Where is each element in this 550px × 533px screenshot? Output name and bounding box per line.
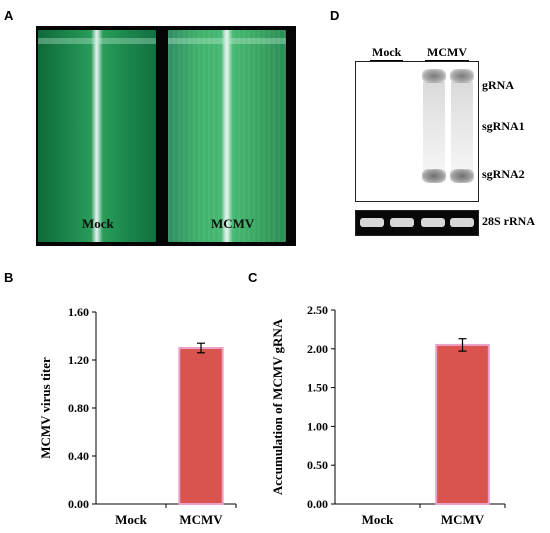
rrna-band-lane4 (450, 218, 474, 227)
panel-letter-d: D (330, 8, 340, 23)
mock-leaf-band (38, 38, 156, 44)
chart-b-y-tick-label: 1.20 (68, 353, 89, 367)
chart-b-y-tick-label: 1.60 (68, 305, 89, 319)
smear-lane4 (451, 82, 473, 177)
loading-label: 28S rRNA (482, 214, 535, 228)
chart-b-y-tick-label: 0.40 (68, 449, 89, 463)
lane-group-mock: Mock (370, 45, 404, 61)
rrna-gel (355, 210, 479, 236)
rrna-band-lane3 (421, 218, 445, 227)
band-label-sgrna1: sgRNA1 (482, 119, 525, 133)
chart-c-x-tick-label: Mock (362, 512, 395, 527)
lane-group-mcmv: MCMV (425, 45, 469, 61)
band-sgrna2-lane4 (450, 169, 474, 183)
chart-b-y-tick-label: 0.80 (68, 401, 89, 415)
chart-b-bar (178, 347, 224, 505)
chart-c-y-tick-label: 0.50 (307, 458, 328, 472)
chart-c-y-tick-label: 2.50 (307, 303, 328, 317)
panel-letter-b: B (4, 270, 14, 285)
mcmv-leaf (168, 30, 286, 242)
chart-c-y-tick-label: 1.50 (307, 381, 328, 395)
leaf-label-mock: Mock (82, 216, 114, 231)
rrna-band-lane2 (390, 218, 414, 227)
band-label-grna: gRNA (482, 78, 514, 92)
chart-c-y-tick-label: 2.00 (307, 342, 328, 356)
mcmv-leaf-band (168, 38, 286, 44)
chart-b: 0.00 0.40 0.80 1.20 1.60 Mock MCMV MCMV virus t… (38, 305, 237, 527)
chart-c-y-tick-label: 0.00 (307, 497, 328, 511)
smear-lane3 (423, 82, 445, 177)
chart-c-bar (435, 343, 490, 505)
band-grna-lane3 (422, 69, 446, 83)
panel-letter-c: C (248, 270, 258, 285)
leaf-label-mcmv: MCMV (211, 216, 255, 231)
chart-b-x-tick-label: MCMV (179, 512, 223, 527)
chart-b-y-tick-label: 0.00 (68, 497, 89, 511)
northern-blot (355, 61, 479, 202)
chart-b-y-axis-label: MCMV virus titer (38, 357, 53, 459)
rrna-band-lane1 (360, 218, 384, 227)
band-grna-lane4 (450, 69, 474, 83)
chart-c: 0.00 0.50 1.00 1.50 2.00 2.50 Mock MCMV Accumula… (270, 303, 506, 527)
chart-c-y-tick-label: 1.00 (307, 419, 328, 433)
band-sgrna2-lane3 (422, 169, 446, 183)
panel-letter-a: A (4, 8, 14, 23)
chart-c-y-axis-label: Accumulation of MCMV gRNA (270, 318, 285, 495)
mock-leaf (38, 30, 156, 242)
chart-b-x-tick-label: Mock (115, 512, 148, 527)
leaf-photo-panel: Mock MCMV (36, 26, 296, 246)
chart-c-x-tick-label: MCMV (441, 512, 485, 527)
band-label-sgrna2: sgRNA2 (482, 167, 525, 181)
